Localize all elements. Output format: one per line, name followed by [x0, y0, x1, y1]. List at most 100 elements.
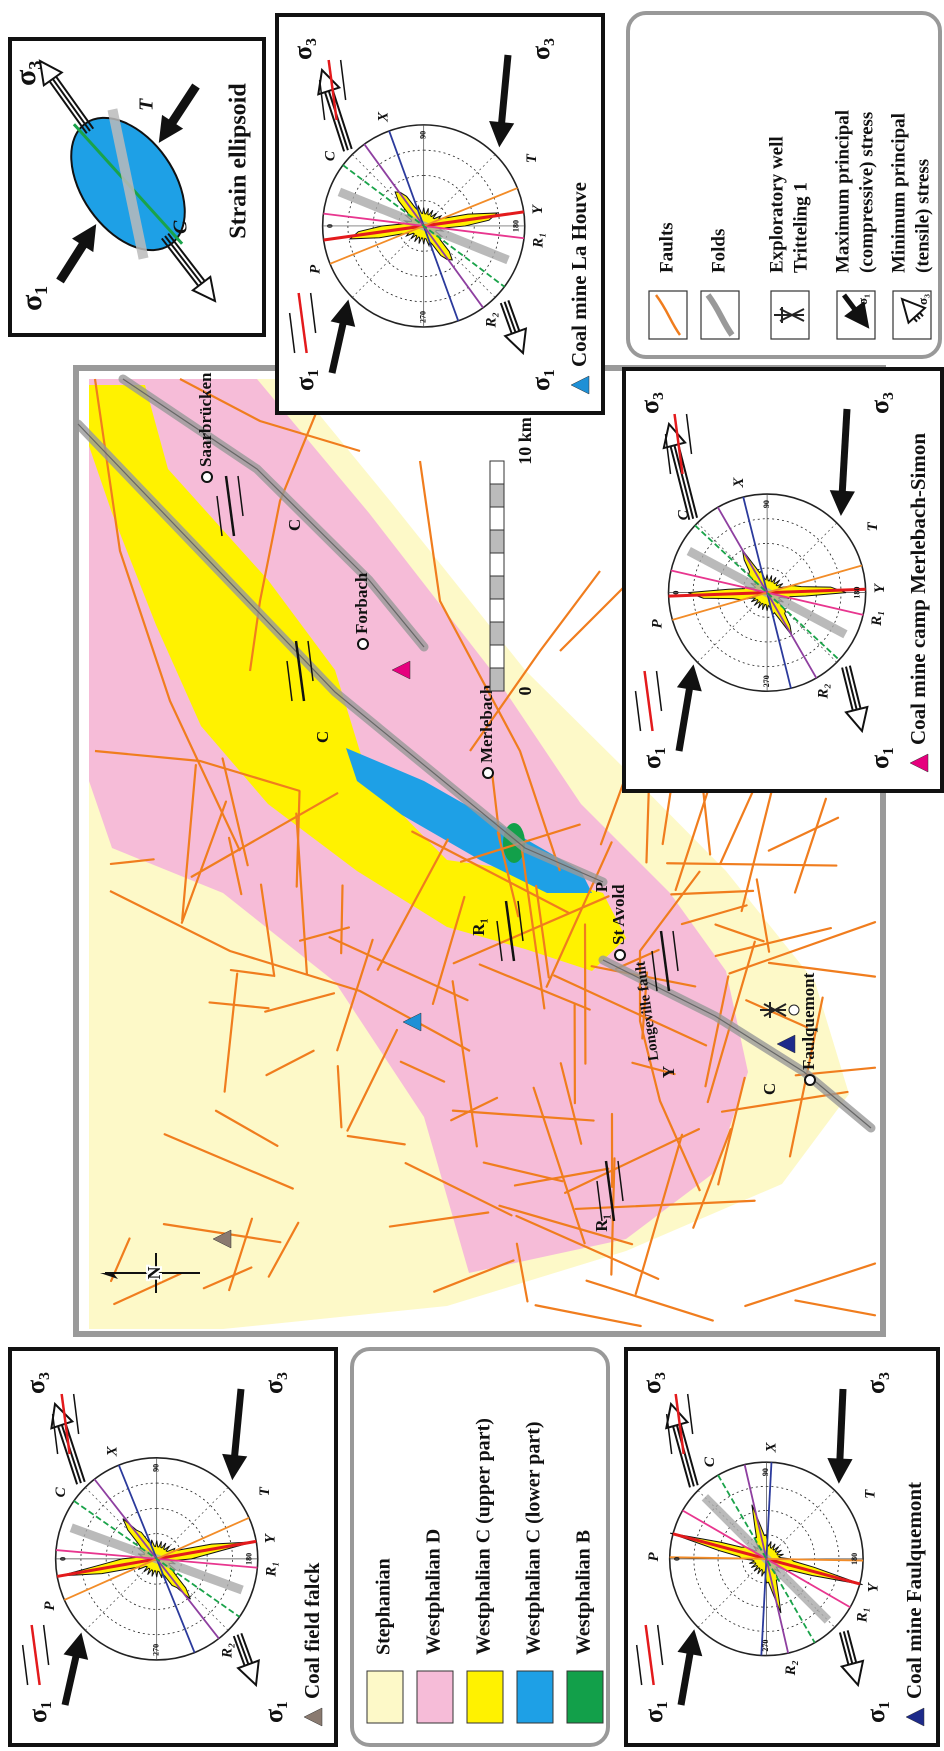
tension-label: T — [524, 153, 540, 163]
fault — [634, 1133, 684, 1295]
arrow-shaft — [846, 1630, 858, 1663]
sigma1-label: σ₁ — [290, 369, 319, 391]
fault — [411, 830, 571, 915]
geology-map: Saarbrücken Forbach Merlebach St Avold Faulq… — [73, 372, 877, 1329]
fold-axis — [602, 959, 872, 1129]
arrow-head — [844, 301, 870, 329]
well-icon — [774, 307, 805, 323]
slip-arrow — [21, 1644, 29, 1686]
fault — [469, 570, 601, 752]
fault — [496, 831, 520, 918]
sigma1-label: σ₁ — [639, 1701, 668, 1723]
strain-sigma3: σ₃ — [9, 61, 42, 86]
arrow-shaft — [672, 1426, 691, 1488]
rose-direction-label: P — [308, 264, 324, 274]
rose-diagram: Y R₁ P X R₂ C 0 90 180 270 — [646, 1441, 882, 1676]
fault — [513, 1167, 610, 1187]
fault — [376, 838, 449, 971]
town-label: Faulquemont — [799, 972, 818, 1070]
north-label: N — [144, 1267, 164, 1280]
arrow-shaft — [55, 75, 95, 130]
arrow-head — [158, 114, 184, 143]
fault — [574, 1199, 756, 1211]
fault — [264, 992, 336, 1013]
arrow-shaft — [673, 445, 695, 519]
fault — [793, 797, 828, 894]
fault — [208, 1001, 270, 1010]
rose-direction-label: P — [42, 1601, 58, 1611]
arrow-head — [72, 224, 97, 253]
fault — [451, 980, 478, 1148]
north-arrow-head — [100, 1273, 118, 1279]
azimuth-label: 0 — [673, 1557, 682, 1561]
azimuth-label: 270 — [761, 1640, 770, 1652]
arrow-shaft — [324, 91, 346, 152]
scale-start: 0 — [515, 687, 535, 696]
sigma3-label: σ₃ — [526, 38, 555, 60]
slip-arrow — [286, 660, 293, 702]
azimuth-label: 90 — [761, 1468, 770, 1476]
rose-panel-frame — [275, 13, 605, 415]
slip-line — [659, 930, 671, 992]
rose-panel-frame — [622, 367, 944, 793]
slip-arrow — [216, 495, 223, 537]
strain-tension: T — [136, 98, 158, 111]
arrow-shaft — [161, 237, 200, 287]
mine-marker — [909, 753, 929, 773]
fault — [202, 1266, 253, 1290]
rose-direction-label: C — [53, 1486, 69, 1497]
azimuth-label: 90 — [152, 1464, 161, 1472]
rose-direction-label: X — [764, 1441, 780, 1453]
arrow-shaft — [507, 300, 521, 332]
fault — [692, 1128, 732, 1229]
legend-label: Tritteling 1 — [790, 182, 811, 273]
fold-axis — [122, 378, 425, 648]
scale-segment — [489, 644, 505, 669]
legend-label: Folds — [708, 229, 729, 273]
slip-arrow — [517, 900, 524, 942]
slip-arrow — [72, 1393, 80, 1435]
slip-arrow — [685, 413, 693, 455]
fault — [229, 968, 274, 977]
fault — [728, 921, 877, 975]
rose-direction-label: R₁ — [855, 1607, 871, 1623]
mine-marker — [402, 1012, 422, 1032]
westphalian-c-upper-area — [89, 385, 626, 971]
scale-segment — [489, 621, 505, 646]
rose-direction-label: C — [675, 509, 691, 520]
rose-direction-label: R₁ — [264, 1561, 280, 1577]
sigma3-label: σ₃ — [637, 1372, 666, 1394]
fault — [259, 883, 276, 978]
legend-label: Faults — [656, 222, 677, 273]
fault — [267, 1221, 300, 1278]
azimuth-label: 90 — [762, 500, 771, 508]
rose-direction-label: P — [646, 1552, 662, 1562]
rose-direction — [717, 1474, 816, 1644]
fault — [346, 1134, 406, 1146]
fault — [534, 884, 550, 979]
slip-arrow — [672, 930, 679, 972]
slip-arrow — [42, 1624, 50, 1666]
well-symbol — [760, 1002, 787, 1018]
fold-axis — [77, 423, 604, 883]
tension-label: T — [863, 1489, 879, 1499]
arrow-shaft — [236, 1634, 250, 1665]
fault — [553, 974, 708, 1047]
fault — [638, 870, 702, 1192]
panel-title: Coal mine Faulquemont — [902, 1482, 926, 1699]
fault — [248, 378, 332, 672]
scale-segment — [489, 460, 505, 485]
arrow-shaft — [675, 1424, 695, 1487]
arrow-shaft — [842, 1631, 854, 1664]
slip-arrow — [634, 690, 642, 732]
rose-direction-label: R₂ — [783, 1660, 799, 1676]
slip-arrow — [237, 475, 244, 517]
rose-direction-label: C — [702, 1456, 718, 1467]
fault — [745, 999, 808, 1029]
fault — [767, 961, 877, 978]
fault — [223, 972, 239, 1093]
arrow-head — [829, 490, 855, 517]
arrow-shaft — [503, 301, 517, 333]
structure-label: R₁ — [592, 1214, 611, 1231]
legend-swatch — [566, 1670, 604, 1724]
